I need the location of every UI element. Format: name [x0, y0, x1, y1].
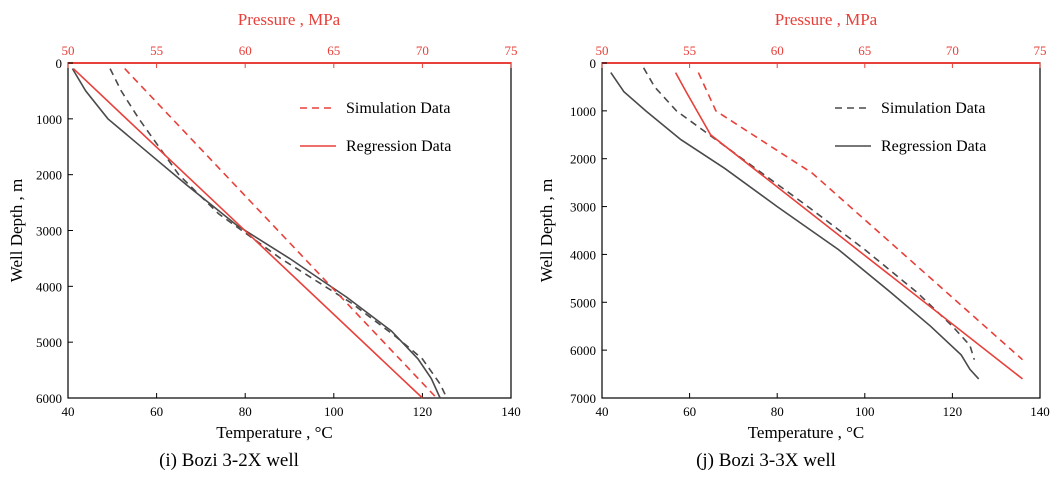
temperature-solid-series-line	[610, 72, 980, 380]
pressure-dashed-series-line	[124, 68, 438, 399]
x-axis-title: Temperature , °C	[748, 423, 865, 442]
x2-tick-label: 75	[505, 43, 518, 58]
x2-axis-title: Pressure , MPa	[775, 10, 878, 29]
legend-label: Regression Data	[881, 138, 986, 155]
x-tick-label: 100	[855, 404, 875, 419]
y-tick-label: 5000	[570, 295, 596, 310]
y-tick-label: 6000	[36, 391, 62, 406]
chart-panel-1: 40 60 80 100 120 140 50 55 60 65 70 75 0 1000 2000 3000…	[7, 10, 521, 471]
y-axis-title: Well Depth , m	[537, 179, 556, 282]
y-tick-label: 3000	[570, 200, 596, 215]
panel-caption: (j) Bozi 3-3X well	[696, 450, 836, 471]
x2-axis-title: Pressure , MPa	[238, 10, 341, 29]
y-tick-label: 1000	[36, 112, 62, 127]
pressure-solid-series-line	[674, 72, 1023, 380]
x2-tick-label: 50	[62, 43, 75, 58]
x-tick-label: 80	[771, 404, 784, 419]
x-tick-label: 120	[943, 404, 963, 419]
x-tick-label: 140	[1030, 404, 1050, 419]
y-tick-label: 2000	[36, 168, 62, 183]
y-tick-label: 4000	[570, 247, 596, 262]
y-tick-label: 6000	[570, 343, 596, 358]
x-tick-label: 60	[150, 404, 163, 419]
temperature-dashed-series-line	[109, 68, 448, 399]
x-tick-label: 80	[239, 404, 252, 419]
panel-caption: (i) Bozi 3-2X well	[159, 450, 299, 471]
y-tick-label: 0	[590, 56, 597, 71]
y-tick-label: 4000	[36, 279, 62, 294]
x-axis-title: Temperature , °C	[216, 423, 333, 442]
x2-tick-label: 55	[683, 43, 696, 58]
x2-tick-label: 65	[327, 43, 340, 58]
chart-panel-2: 40 60 80 100 120 140 50 55 60 65 70 75 0 1000 2000 3000…	[537, 10, 1050, 471]
y-tick-label: 1000	[570, 104, 596, 119]
x2-tick-label: 75	[1034, 43, 1047, 58]
y-tick-label: 3000	[36, 224, 62, 239]
x-tick-label: 100	[324, 404, 344, 419]
y-axis-title: Well Depth , m	[7, 179, 26, 282]
temperature-solid-series-line	[71, 68, 441, 399]
y-tick-label: 0	[56, 56, 63, 71]
x-tick-label: 120	[413, 404, 433, 419]
legend-label: Regression Data	[346, 138, 451, 155]
x2-tick-label: 70	[416, 43, 429, 58]
legend-label: Simulation Data	[346, 100, 450, 117]
x2-tick-label: 60	[771, 43, 784, 58]
x2-tick-label: 50	[596, 43, 609, 58]
y-tick-label: 5000	[36, 335, 62, 350]
y-tick-label: 7000	[570, 391, 596, 406]
pressure-solid-series-line	[72, 68, 423, 399]
x2-tick-label: 65	[858, 43, 871, 58]
pressure-dashed-series-line	[697, 72, 1024, 361]
x-tick-label: 140	[501, 404, 521, 419]
temperature-dashed-series-line	[642, 67, 976, 360]
y-tick-label: 2000	[570, 152, 596, 167]
x-tick-label: 40	[596, 404, 609, 419]
x2-tick-label: 55	[150, 43, 163, 58]
x-tick-label: 40	[62, 404, 75, 419]
x2-tick-label: 60	[239, 43, 252, 58]
legend-label: Simulation Data	[881, 100, 985, 117]
x-tick-label: 60	[683, 404, 696, 419]
x2-tick-label: 70	[946, 43, 959, 58]
